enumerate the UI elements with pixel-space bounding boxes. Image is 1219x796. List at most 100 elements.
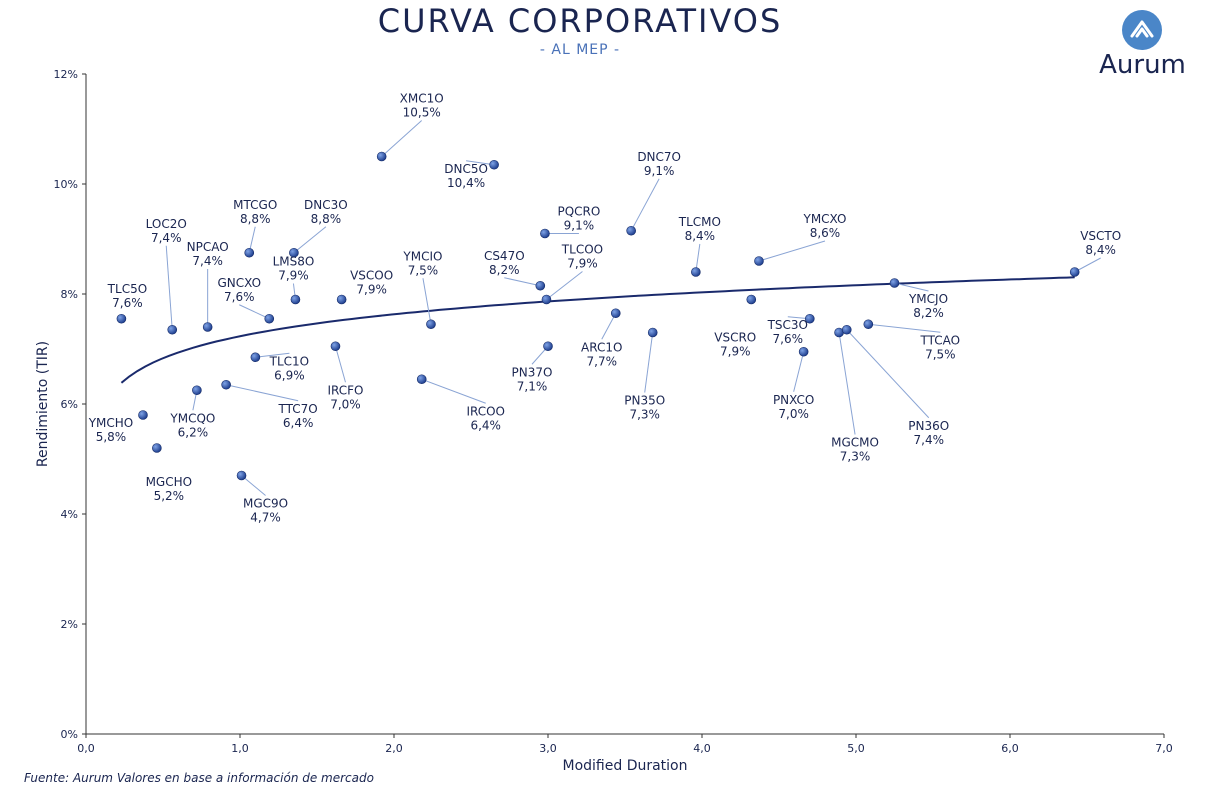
- point-label-pn36o: PN36O: [908, 419, 949, 433]
- y-tick-label: 8%: [61, 288, 78, 301]
- data-point-pn35o: [647, 327, 658, 338]
- trendline-layer: [120, 276, 1075, 384]
- point-value-vscro: 7,9%: [720, 345, 751, 359]
- point-label-ymcho: YMCHO: [88, 416, 134, 430]
- point-value-ymcho: 5,8%: [96, 430, 127, 444]
- leader-line-mgc9o: [241, 475, 266, 496]
- point-label-pn35o: PN35O: [624, 394, 665, 408]
- point-value-lms8o: 7,9%: [278, 269, 309, 283]
- point-label-ymcio: YMCIO: [402, 249, 442, 263]
- point-label-pqcro: PQCRO: [557, 205, 600, 219]
- point-value-tlcoo: 7,9%: [567, 257, 598, 271]
- point-label-vscro: VSCRO: [714, 331, 756, 345]
- leader-line-ttc7o: [226, 384, 299, 402]
- point-value-pn37o: 7,1%: [517, 379, 548, 393]
- point-label-lms8o: LMS8O: [273, 255, 315, 269]
- point-label-mgcho: MGCHO: [146, 475, 193, 489]
- point-label-ymcjo: YMCJO: [908, 292, 948, 306]
- x-tick-label: 4,0: [693, 742, 711, 755]
- data-point-npcao: [202, 322, 213, 332]
- data-point-ymcxo: [754, 256, 764, 266]
- data-point-mgc9o: [236, 470, 247, 481]
- leader-line-ymcxo: [758, 240, 826, 262]
- leader-line-dnc3o: [293, 226, 327, 254]
- point-value-pn36o: 7,4%: [914, 433, 945, 447]
- point-value-dnc7o: 9,1%: [644, 164, 675, 178]
- y-tick-label: 0%: [61, 728, 78, 741]
- data-point-cs47o: [535, 280, 546, 291]
- leader-line-vscto: [1074, 257, 1101, 273]
- point-value-ymcxo: 8,6%: [810, 226, 841, 240]
- data-point-tsc3o: [804, 313, 815, 324]
- data-points: [116, 151, 1080, 481]
- point-value-ymcjo: 8,2%: [913, 306, 944, 320]
- data-point-tlc5o: [116, 313, 127, 324]
- point-value-tsc3o: 7,6%: [773, 332, 804, 346]
- point-value-ircoo: 6,4%: [470, 418, 501, 432]
- point-value-dnc3o: 8,8%: [311, 212, 342, 226]
- point-value-ymcqo: 6,2%: [178, 425, 209, 439]
- point-value-gncxo: 7,6%: [224, 290, 255, 304]
- point-label-ymcqo: YMCQO: [169, 411, 215, 425]
- point-label-ircoo: IRCOO: [466, 404, 505, 418]
- x-tick-label: 5,0: [847, 742, 865, 755]
- point-label-cs47o: CS47O: [484, 249, 525, 263]
- point-value-vscto: 8,4%: [1085, 243, 1116, 257]
- point-value-cs47o: 8,2%: [489, 263, 520, 277]
- data-point-arc1o: [610, 308, 621, 319]
- point-label-dnc5o: DNC5O: [444, 162, 488, 176]
- y-tick-label: 12%: [54, 68, 78, 81]
- point-value-npcao: 7,4%: [192, 254, 223, 268]
- x-tick-label: 0,0: [77, 742, 95, 755]
- data-point-dnc5o: [489, 159, 499, 170]
- leader-line-ircoo: [421, 378, 486, 404]
- point-label-pnxco: PNXCO: [773, 393, 814, 407]
- point-label-mtcgo: MTCGO: [233, 198, 277, 212]
- point-label-ttc7o: TTC7O: [278, 402, 318, 416]
- data-point-pnxco: [798, 346, 809, 357]
- leader-line-arc1o: [601, 313, 617, 340]
- point-value-pqcro: 9,1%: [564, 219, 595, 233]
- leader-line-mgcmo: [838, 332, 856, 435]
- y-tick-label: 6%: [61, 398, 78, 411]
- point-label-loc2o: LOC2O: [146, 217, 187, 231]
- x-tick-label: 1,0: [231, 742, 249, 755]
- leader-line-ttcao: [868, 323, 941, 333]
- y-tick-label: 4%: [61, 508, 78, 521]
- point-label-pn37o: PN37O: [512, 365, 553, 379]
- point-value-xmc1o: 10,5%: [403, 106, 441, 120]
- data-point-ymcio: [426, 319, 436, 330]
- point-value-tlcmo: 8,4%: [685, 229, 716, 243]
- point-label-tsc3o: TSC3O: [767, 318, 808, 332]
- point-value-pn35o: 7,3%: [629, 408, 660, 422]
- leader-line-pn35o: [644, 332, 654, 393]
- y-tick-label: 2%: [61, 618, 78, 631]
- data-point-ircfo: [330, 341, 341, 352]
- x-tick-label: 2,0: [385, 742, 403, 755]
- data-point-tlcoo: [541, 294, 552, 305]
- trendline: [120, 276, 1075, 384]
- x-tick-label: 3,0: [539, 742, 557, 755]
- chart-subtitle: - AL MEP -: [539, 42, 621, 58]
- data-point-tlc1o: [250, 352, 261, 363]
- data-point-gncxo: [264, 313, 275, 324]
- data-point-xmc1o: [376, 151, 387, 162]
- data-point-lms8o: [290, 294, 301, 305]
- point-label-tlcmo: TLCMO: [678, 215, 721, 229]
- data-point-ymcjo: [889, 278, 900, 288]
- x-tick-label: 6,0: [1001, 742, 1019, 755]
- point-value-ymcio: 7,5%: [408, 263, 439, 277]
- point-label-tlc5o: TLC5O: [107, 282, 147, 296]
- data-point-mgcho: [152, 443, 162, 453]
- point-value-loc2o: 7,4%: [151, 231, 182, 245]
- point-value-ttcao: 7,5%: [925, 347, 956, 361]
- point-value-tlc1o: 6,9%: [274, 368, 305, 382]
- point-value-ttc7o: 6,4%: [283, 416, 314, 430]
- chart-title: CURVA CORPORATIVOS: [377, 2, 783, 40]
- data-point-ircoo: [416, 374, 427, 385]
- point-label-mgcmo: MGCMO: [831, 436, 879, 450]
- y-axis-title: Rendimiento (TIR): [35, 341, 51, 467]
- point-value-vscoo: 7,9%: [356, 283, 387, 297]
- point-label-tlcoo: TLCOO: [561, 243, 603, 257]
